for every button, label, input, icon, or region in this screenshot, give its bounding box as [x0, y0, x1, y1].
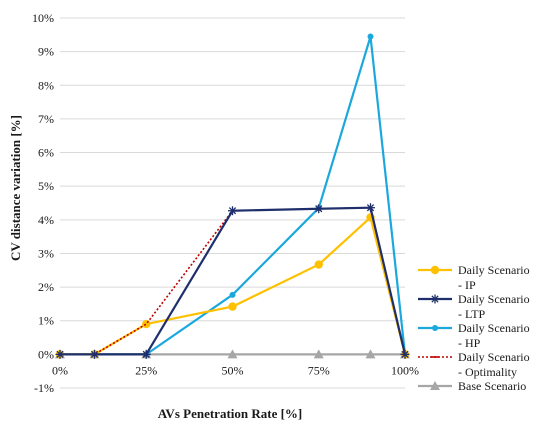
- legend-label: - LTP: [458, 307, 486, 321]
- x-tick-label: 0%: [52, 363, 68, 377]
- y-axis-ticks: -1% 0% 1% 2% 3% 4% 5% 6% 7% 8% 9% 10%: [32, 11, 54, 395]
- series-line: [60, 216, 407, 356]
- data-point: [227, 349, 238, 359]
- data-point: [55, 349, 65, 359]
- y-axis-title: CV distance variation [%]: [8, 115, 23, 261]
- y-tick-label: 9%: [38, 45, 54, 59]
- y-tick-label: 5%: [38, 179, 54, 193]
- series-daily-scenario-ltp: [55, 203, 410, 359]
- x-tick-label: 75%: [308, 363, 330, 377]
- data-point: [314, 204, 324, 214]
- legend-label: Daily Scenario: [458, 321, 530, 335]
- data-point: [142, 319, 151, 329]
- data-point: [367, 33, 374, 40]
- data-point: [228, 302, 237, 311]
- y-tick-label: 7%: [38, 112, 54, 126]
- y-tick-label: 2%: [38, 280, 54, 294]
- legend-item: Base Scenario: [418, 379, 526, 393]
- data-point: [314, 260, 323, 269]
- y-tick-label: 3%: [38, 246, 54, 260]
- data-point: [228, 206, 237, 216]
- legend-swatch-marker: [432, 325, 438, 331]
- y-tick-label: 4%: [38, 213, 54, 227]
- legend-item: Daily Scenario- LTP: [418, 292, 530, 321]
- y-tick-label: 0%: [38, 347, 54, 361]
- legend-item: Daily Scenario- HP: [418, 321, 530, 350]
- series-group: [55, 33, 410, 359]
- y-tick-label: -1%: [34, 381, 54, 395]
- legend-item: Daily Scenario- Optimality: [418, 350, 530, 379]
- series-line: [60, 206, 407, 356]
- data-point: [90, 349, 99, 359]
- legend-item: Daily Scenario- IP: [418, 263, 530, 292]
- data-point: [365, 349, 376, 359]
- data-point: [313, 349, 324, 359]
- x-axis-title: AVs Penetration Rate [%]: [158, 406, 303, 421]
- series-line: [60, 206, 406, 356]
- legend-swatch-marker: [430, 381, 440, 390]
- legend-label: Base Scenario: [458, 379, 526, 393]
- y-tick-label: 8%: [38, 78, 54, 92]
- x-tick-label: 25%: [135, 363, 157, 377]
- gridlines: [60, 17, 405, 389]
- legend-swatch-marker: [430, 294, 440, 304]
- data-point: [366, 203, 375, 213]
- data-point: [229, 291, 236, 298]
- data-point: [400, 349, 410, 359]
- x-axis-ticks: 0% 25% 50% 75% 100%: [52, 363, 419, 377]
- legend-label: - Optimality: [458, 365, 517, 379]
- legend-label: Daily Scenario: [458, 263, 530, 277]
- legend-label: Daily Scenario: [458, 350, 530, 364]
- y-tick-label: 6%: [38, 146, 54, 160]
- x-tick-label: 50%: [222, 363, 244, 377]
- legend-label: Daily Scenario: [458, 292, 530, 306]
- series-daily-scenario-ip: [55, 213, 410, 359]
- series-daily-scenario-optimality: [60, 206, 406, 356]
- legend-label: - HP: [458, 336, 481, 350]
- legend-label: - IP: [458, 278, 476, 292]
- data-point: [141, 349, 151, 359]
- y-tick-label: 10%: [32, 11, 54, 25]
- x-tick-label: 100%: [391, 363, 419, 377]
- legend-swatch-marker: [430, 265, 440, 275]
- y-tick-label: 1%: [38, 314, 54, 328]
